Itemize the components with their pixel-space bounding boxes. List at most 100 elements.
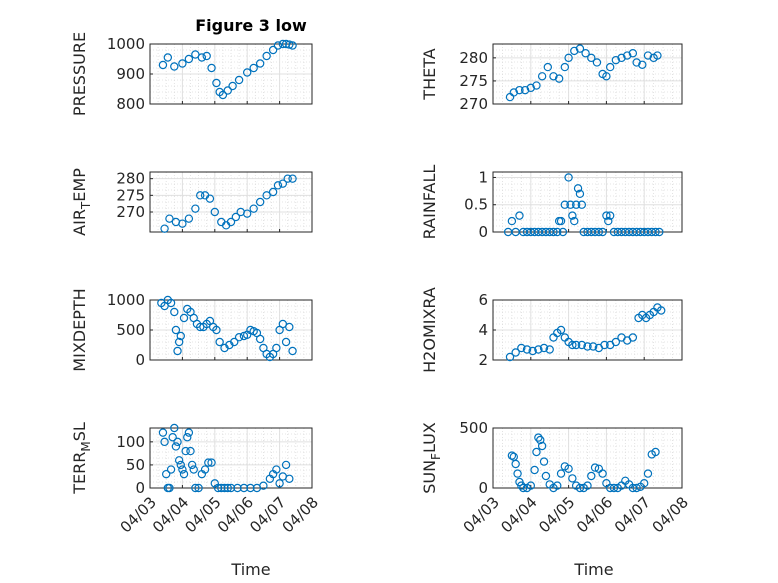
data-point [204,458,213,467]
x-tick-label: 04/04 [149,493,192,536]
data-point [564,464,573,473]
y-tick-label: 1000 [107,35,145,53]
data-point [268,45,278,55]
data-point [184,428,194,437]
data-point [590,463,600,472]
data-point [511,459,520,469]
y-tick-label: 100 [116,433,145,451]
figure-title: Figure 3 low [195,16,307,35]
data-point [228,81,237,91]
data-point [170,423,179,433]
data-point [191,204,200,213]
data-point [174,337,184,347]
data-point [632,483,641,493]
y-tick-label: 800 [116,95,145,113]
x-axis-label-right: Time [573,560,613,579]
data-point [217,483,226,493]
data-point [568,340,577,350]
data-point [249,204,258,213]
subplot-theta: 270 275 280 THETA [420,43,683,113]
data-point [259,481,268,490]
data-point [643,469,653,478]
data-point [268,187,278,197]
subplot-rainfall: 0 0.5 1 RAINFALL [420,165,683,241]
data-point [604,216,613,226]
data-point [568,211,577,220]
data-point [191,483,200,493]
data-point [213,483,223,493]
data-point [517,481,526,490]
data-point [532,81,541,90]
data-point [223,86,232,95]
data-point [223,483,232,493]
data-point [651,447,660,457]
data-point [655,227,664,237]
data-point [272,465,281,474]
data-point [657,306,666,315]
data-point [537,72,547,81]
data-point [583,342,592,351]
data-point [598,227,607,237]
data-point [573,184,583,193]
data-point [556,469,566,478]
data-point [285,40,294,49]
data-point [176,460,185,470]
data-point [249,63,258,73]
data-point [212,325,221,335]
data-point [570,46,579,56]
data-point [288,174,297,183]
data-point [549,227,558,237]
data-point [541,471,551,481]
data-point [163,53,173,62]
data-point [171,325,181,335]
y-tick-label: 0 [135,479,145,497]
data-point [246,483,255,493]
data-point [534,345,543,354]
y-tick-label: 4 [478,321,488,339]
data-point [587,471,596,481]
data-point [181,446,190,456]
data-point [170,307,179,317]
data-point [186,446,195,456]
y-tick-label: 1 [478,168,488,186]
data-point [549,333,558,342]
y-axis-label: PRESSURE [70,32,89,116]
x-tick-label: 04/03 [117,493,160,536]
data-point [283,174,292,183]
data-point [262,191,271,200]
y-tick-label: 2 [478,351,488,369]
y-tick-label: 270 [459,95,488,113]
data-point [564,53,573,63]
data-point [288,346,297,356]
data-point [165,214,174,223]
data-point [588,342,598,351]
data-point [536,435,545,445]
data-point [534,433,543,442]
data-point [556,325,566,335]
data-point [170,62,179,71]
y-tick-label: 275 [116,186,145,204]
subplot-mixdepth: 0 500 1000 MIXDEPTH [70,288,313,372]
y-tick-label: 0 [478,479,488,497]
data-point [602,72,611,81]
data-point [255,197,265,207]
x-tick-label: 04/03 [460,493,503,536]
y-tick-label: 900 [116,65,145,83]
x-tick-label: 04/05 [181,493,224,536]
data-point [160,437,169,447]
data-point [594,227,604,237]
data-point [207,63,216,73]
data-point [220,483,229,493]
data-point [273,181,283,190]
data-point [545,345,554,354]
subplot-sun-flux: 0 500 SUNFLUX 04/0304/0404/0504/0604/0704/0… [420,419,692,536]
data-point [197,53,207,62]
data-point [554,74,564,83]
data-point [575,44,585,53]
data-point [556,216,566,226]
data-point [560,62,570,72]
data-point [530,465,539,475]
data-point [262,51,271,61]
